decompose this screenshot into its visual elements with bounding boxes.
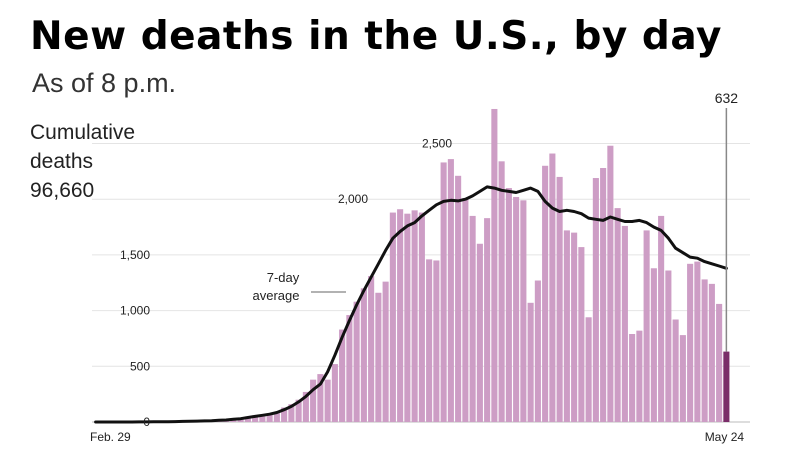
bar [614, 208, 621, 422]
bar-latest [723, 351, 730, 422]
bar [527, 302, 534, 422]
y-inline-label: 2,500 [422, 137, 452, 151]
bar [469, 215, 476, 422]
bar [426, 259, 433, 422]
y-tick-label: 1,500 [120, 248, 150, 262]
cumulative-label-line2: deaths [30, 150, 94, 173]
bar [339, 329, 346, 422]
bar [433, 260, 440, 422]
bar [324, 379, 331, 422]
bar [672, 319, 679, 422]
bar [259, 414, 266, 422]
chart-title: New deaths in the U.S., by day [30, 14, 722, 59]
bar [447, 159, 454, 422]
bar [498, 161, 505, 422]
bar [266, 414, 273, 422]
bar [520, 200, 527, 422]
axis-labels: 0 500 1,000 1,500 2,000 2,500 Feb. 29 May 24 [90, 137, 744, 445]
bar [476, 243, 483, 422]
bar [331, 364, 338, 422]
bar [716, 303, 723, 422]
cumulative-deaths-value: 96,660 [30, 179, 95, 202]
bar [440, 162, 447, 423]
bar [411, 210, 418, 422]
bar [375, 292, 382, 422]
chart-subtitle: As of 8 p.m. [32, 68, 177, 98]
bar [643, 230, 650, 422]
bar [513, 196, 520, 422]
bar [360, 288, 367, 422]
bar [563, 230, 570, 422]
cumulative-label-line1: Cumulative [30, 121, 136, 144]
y-tick-label: 1,000 [120, 304, 150, 318]
bar [542, 165, 549, 422]
bar [694, 261, 701, 422]
bar [353, 301, 360, 422]
bar [418, 212, 425, 422]
seven-day-average-line [94, 185, 728, 424]
bar [687, 263, 694, 422]
x-tick-label-end: May 24 [705, 430, 745, 444]
bar [607, 145, 614, 422]
bar [679, 335, 686, 422]
bar [252, 415, 259, 422]
average-line-group [94, 185, 728, 424]
bar [389, 212, 396, 422]
bar [665, 270, 672, 422]
bar [346, 315, 353, 422]
bar [317, 374, 324, 422]
bar [455, 175, 462, 422]
bar [534, 280, 541, 422]
annotations: 632 7-day average [253, 90, 739, 352]
bar [621, 225, 628, 422]
bar [244, 416, 251, 422]
y-tick-label: 500 [130, 359, 150, 373]
bar [578, 247, 585, 422]
y-tick-label: 0 [143, 415, 150, 429]
bar [302, 391, 309, 422]
bar [600, 168, 607, 422]
bar [491, 108, 498, 422]
bar [556, 176, 563, 422]
bar [288, 404, 295, 422]
x-tick-label-start: Feb. 29 [90, 430, 131, 444]
bar [484, 218, 491, 422]
bar [658, 215, 665, 422]
bar [382, 281, 389, 422]
bar [636, 330, 643, 422]
y-inline-label: 2,000 [338, 192, 368, 206]
bar [629, 333, 636, 422]
bar [295, 399, 302, 422]
bar [281, 407, 288, 422]
cumulative-deaths-block: Cumulative deaths 96,660 [30, 118, 180, 205]
latest-value-label: 632 [715, 90, 739, 106]
bar [571, 232, 578, 422]
bar [404, 213, 411, 422]
bar [549, 153, 556, 422]
bar [592, 178, 599, 422]
bar [310, 379, 317, 422]
bar [701, 279, 708, 422]
seven-day-label-line1: 7-day [267, 270, 300, 285]
bar [650, 268, 657, 422]
bar [397, 209, 404, 422]
bar [273, 413, 280, 422]
bar [368, 276, 375, 422]
seven-day-label-line2: average [253, 288, 300, 303]
bar [462, 198, 469, 422]
bar [585, 317, 592, 422]
bar [505, 188, 512, 422]
bar [708, 283, 715, 422]
bar-series [99, 108, 730, 423]
